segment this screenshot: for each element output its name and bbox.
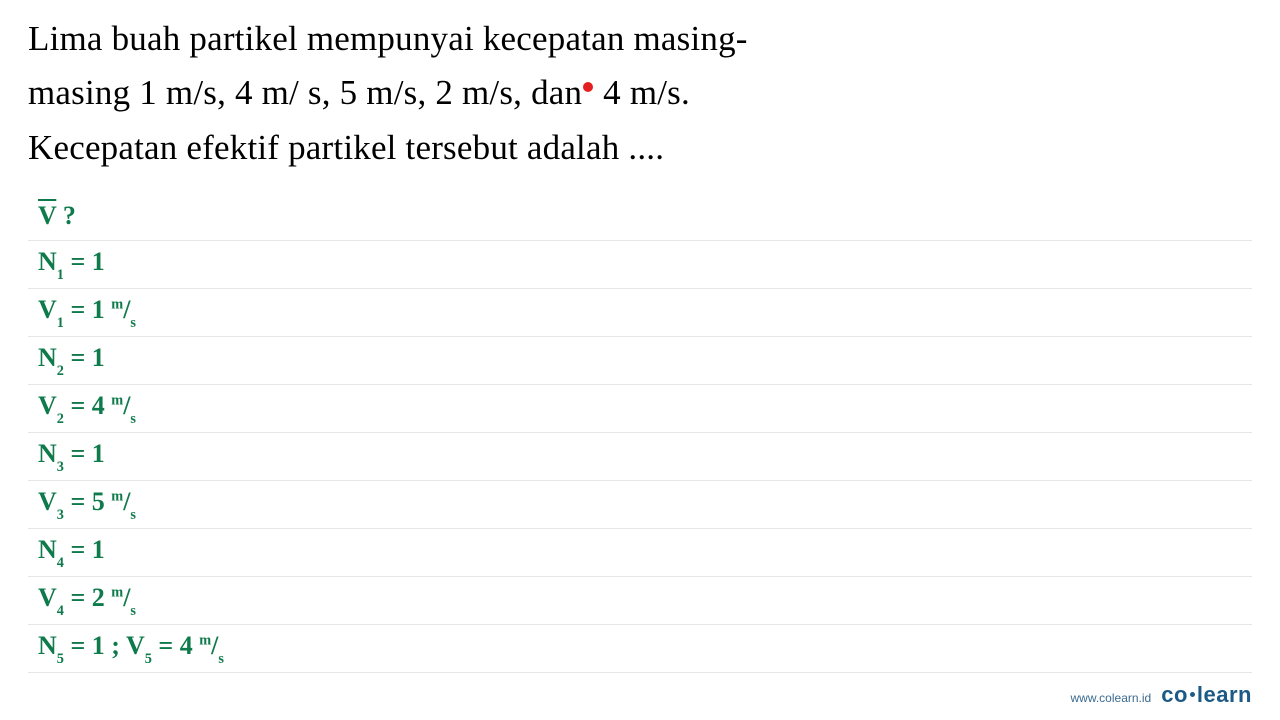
footer-logo: colearn [1161, 682, 1252, 708]
question-line-2a: masing 1 m/s, 4 m/ s, 5 m/s, 2 m/s, dan [28, 73, 582, 112]
question-line-1: Lima buah partikel mempunyai kecepatan m… [28, 19, 748, 58]
hand-text: N3 = 1 [38, 439, 105, 473]
handwriting-lines: V ? N1 = 1 V1 = 1 m/s N2 = 1 V2 = 4 m/s … [28, 193, 1252, 673]
hand-text: V3 = 5 m/s [38, 487, 136, 521]
red-dot-marker [583, 82, 593, 92]
hand-line: V4 = 2 m/s [28, 577, 1252, 625]
hand-text: V2 = 4 m/s [38, 391, 136, 425]
footer-url: www.colearn.id [1071, 691, 1152, 705]
hand-line: N2 = 1 [28, 337, 1252, 385]
hand-line: N1 = 1 [28, 241, 1252, 289]
hand-line: V2 = 4 m/s [28, 385, 1252, 433]
hand-line: N5 = 1 ; V5 = 4 m/s [28, 625, 1252, 673]
hand-line: N4 = 1 [28, 529, 1252, 577]
logo-co: co [1161, 682, 1188, 707]
hand-text: N5 = 1 ; V5 = 4 m/s [38, 631, 224, 665]
hand-line: N3 = 1 [28, 433, 1252, 481]
footer: www.colearn.id colearn [1071, 682, 1252, 708]
hand-text: V ? [38, 201, 76, 231]
logo-learn: learn [1197, 682, 1252, 707]
hand-line: V1 = 1 m/s [28, 289, 1252, 337]
hand-text: V4 = 2 m/s [38, 583, 136, 617]
hand-line: V3 = 5 m/s [28, 481, 1252, 529]
hand-text: N2 = 1 [38, 343, 105, 377]
question-text: Lima buah partikel mempunyai kecepatan m… [28, 12, 1252, 175]
hand-text: N1 = 1 [38, 247, 105, 281]
hand-line: V ? [28, 193, 1252, 241]
question-line-2b: 4 m/s. [603, 73, 690, 112]
hand-text: N4 = 1 [38, 535, 105, 569]
logo-dot-icon [1190, 692, 1195, 697]
hand-text: V1 = 1 m/s [38, 295, 136, 329]
question-line-3: Kecepatan efektif partikel tersebut adal… [28, 128, 664, 167]
